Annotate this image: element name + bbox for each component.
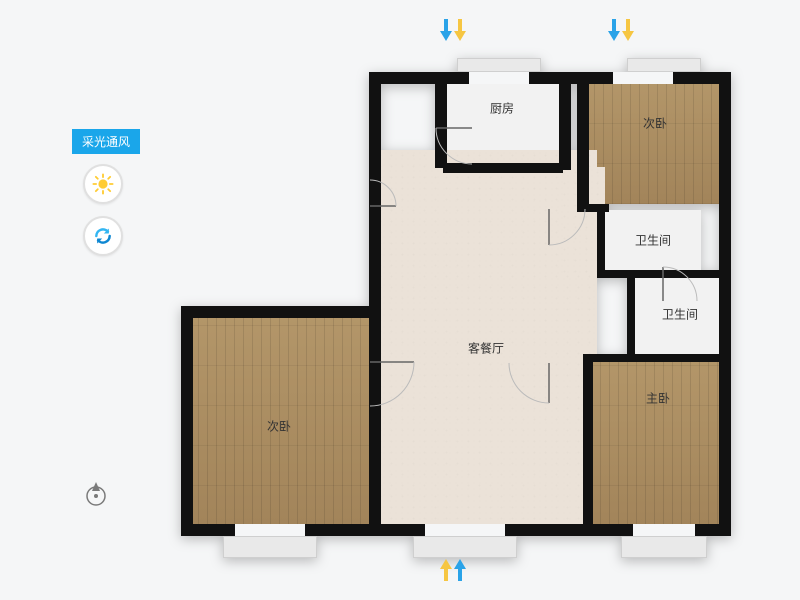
window-ledge xyxy=(223,536,317,558)
stage: 采光通风 xyxy=(0,0,800,600)
sun-icon xyxy=(92,173,114,195)
door-arc xyxy=(369,178,397,234)
room-label-living: 客餐厅 xyxy=(468,340,504,357)
door-arc xyxy=(507,362,591,404)
wall-opening xyxy=(425,524,505,536)
vent-arrow xyxy=(440,559,466,581)
refresh-button[interactable] xyxy=(83,216,123,256)
room-label-kitchen: 厨房 xyxy=(490,100,514,117)
wall-opening xyxy=(633,524,695,536)
wall-opening xyxy=(613,72,673,84)
wall xyxy=(583,354,729,362)
room-label-bath2: 卫生间 xyxy=(662,306,698,323)
vent-arrow xyxy=(440,19,466,41)
room-label-bed2b: 次卧 xyxy=(267,418,291,435)
wall xyxy=(719,72,731,536)
wall xyxy=(369,72,729,84)
window-ledge xyxy=(627,58,701,72)
door-arc xyxy=(369,316,415,408)
room-bed_mst xyxy=(591,360,725,526)
wall-opening xyxy=(235,524,305,536)
room-bed2a xyxy=(585,82,725,204)
door-arc xyxy=(435,90,473,166)
compass-icon xyxy=(82,480,110,508)
wall xyxy=(559,72,571,170)
wall xyxy=(369,72,381,162)
door-arc xyxy=(627,266,699,302)
wall xyxy=(597,204,605,276)
room-label-bed2a: 次卧 xyxy=(643,115,667,132)
vent-arrow xyxy=(608,19,634,41)
legend-text: 采光通风 xyxy=(82,135,130,149)
floor-plan: 厨房次卧卫生间卫生间客餐厅主卧次卧 xyxy=(165,58,745,563)
wall-opening xyxy=(469,72,529,84)
legend-badge: 采光通风 xyxy=(72,129,140,154)
room-label-bed_mst: 主卧 xyxy=(646,390,670,407)
wall xyxy=(181,306,193,534)
room-label-bath1: 卫生间 xyxy=(635,232,671,249)
refresh-icon xyxy=(93,226,113,246)
wall xyxy=(181,306,381,318)
door-arc xyxy=(511,208,587,246)
window-ledge xyxy=(413,536,517,558)
window-ledge xyxy=(621,536,707,558)
sun-button[interactable] xyxy=(83,164,123,204)
window-ledge xyxy=(457,58,541,72)
wall xyxy=(577,72,589,212)
